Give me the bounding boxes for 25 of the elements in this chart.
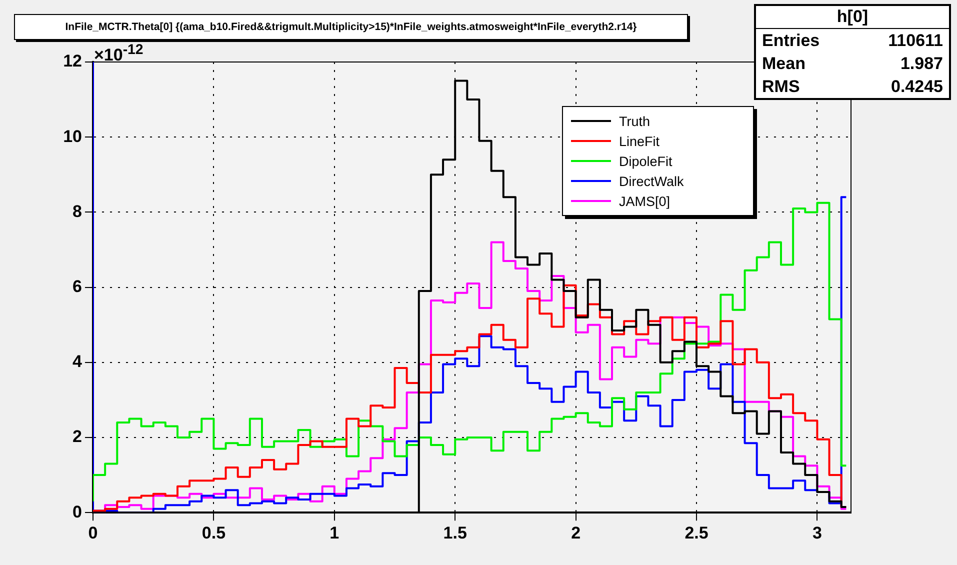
y-tick-label: 4 bbox=[72, 352, 83, 372]
x-tick-label: 3 bbox=[812, 523, 822, 542]
x-tick-label: 1.5 bbox=[443, 523, 467, 542]
x-tick-label: 0.5 bbox=[202, 523, 226, 542]
x-tick-label: 0 bbox=[88, 523, 98, 542]
legend-label: DipoleFit bbox=[619, 154, 672, 168]
annotation: ×10$^{-12}$ bbox=[94, 41, 144, 66]
y-tick-label: 12 bbox=[63, 52, 82, 71]
legend-label: JAMS[0] bbox=[619, 194, 670, 208]
y-tick-label: 10 bbox=[63, 126, 82, 146]
text: h[0] bbox=[756, 6, 949, 29]
y-tick-label: 6 bbox=[72, 276, 82, 296]
y-tick-label: 2 bbox=[72, 427, 82, 446]
text: Entries 110611 bbox=[762, 31, 943, 50]
x-tick-label: 1 bbox=[330, 523, 340, 542]
chart-title: InFile_MCTR.Theta[0] {(ama_b10.Fired&&trigmult.Multiplicity>15)*InFile_weights.atmosweight*InFile_everyth2.r14} bbox=[14, 14, 688, 40]
text: Mean 1.987 bbox=[762, 54, 943, 73]
legend-label: Truth bbox=[619, 114, 650, 128]
legend-label: DirectWalk bbox=[619, 174, 684, 188]
text: RMS 0.4245 bbox=[762, 77, 943, 96]
legend-label: LineFit bbox=[619, 134, 660, 148]
x-tick-label: 2.5 bbox=[684, 523, 708, 542]
y-tick-label: 0 bbox=[72, 502, 82, 522]
x-tick-label: 2 bbox=[571, 523, 581, 542]
y-tick-label: 8 bbox=[72, 202, 82, 221]
